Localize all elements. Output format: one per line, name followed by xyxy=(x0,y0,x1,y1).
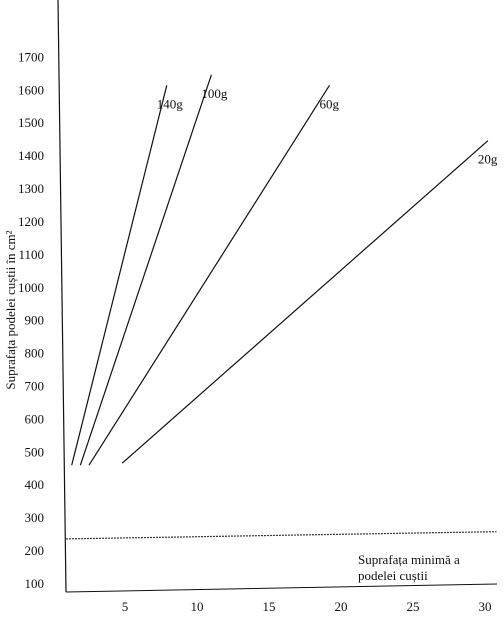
series-label: 60g xyxy=(319,96,339,111)
y-axis xyxy=(57,0,67,593)
line xyxy=(88,85,330,466)
y-tick-label: 500 xyxy=(25,444,45,459)
x-tick-label: 30 xyxy=(479,599,492,614)
y-tick-label: 1400 xyxy=(18,148,44,163)
y-tick-label: 1500 xyxy=(18,115,44,130)
y-axis-title: Suprafața podelei cuștii în cm² xyxy=(3,230,18,389)
series-label: 100g xyxy=(201,86,228,101)
y-tick-label: 200 xyxy=(25,543,45,558)
y-tick-label: 800 xyxy=(25,346,45,361)
min-line xyxy=(65,531,497,540)
y-tick-label: 1300 xyxy=(18,181,44,196)
series-label: 140g xyxy=(157,96,184,111)
x-tick-label: 20 xyxy=(335,599,348,614)
x-tick-label: 25 xyxy=(407,599,420,614)
series-label: 20g xyxy=(478,152,498,167)
y-tick-label: 1600 xyxy=(18,82,44,97)
line xyxy=(71,85,168,466)
y-tick-label: 1200 xyxy=(18,214,44,229)
y-tick-label: 400 xyxy=(25,477,45,492)
y-tick-label: 100 xyxy=(25,576,45,591)
x-tick-label: 15 xyxy=(263,599,276,614)
annotation: podelei cuștii xyxy=(358,568,428,583)
x-tick-label: 10 xyxy=(191,599,204,614)
y-tick-label: 1700 xyxy=(18,49,44,64)
y-tick-label: 700 xyxy=(25,378,45,393)
x-axis xyxy=(65,583,498,593)
y-tick-label: 1100 xyxy=(18,247,44,262)
line xyxy=(121,140,489,464)
y-tick-label: 1000 xyxy=(18,280,44,295)
y-tick-label: 600 xyxy=(25,411,45,426)
line xyxy=(79,74,212,466)
annotation: Suprafața minimă a xyxy=(358,552,460,567)
y-tick-label: 300 xyxy=(25,510,45,525)
y-tick-label: 900 xyxy=(25,313,45,328)
x-tick-label: 5 xyxy=(122,599,129,614)
